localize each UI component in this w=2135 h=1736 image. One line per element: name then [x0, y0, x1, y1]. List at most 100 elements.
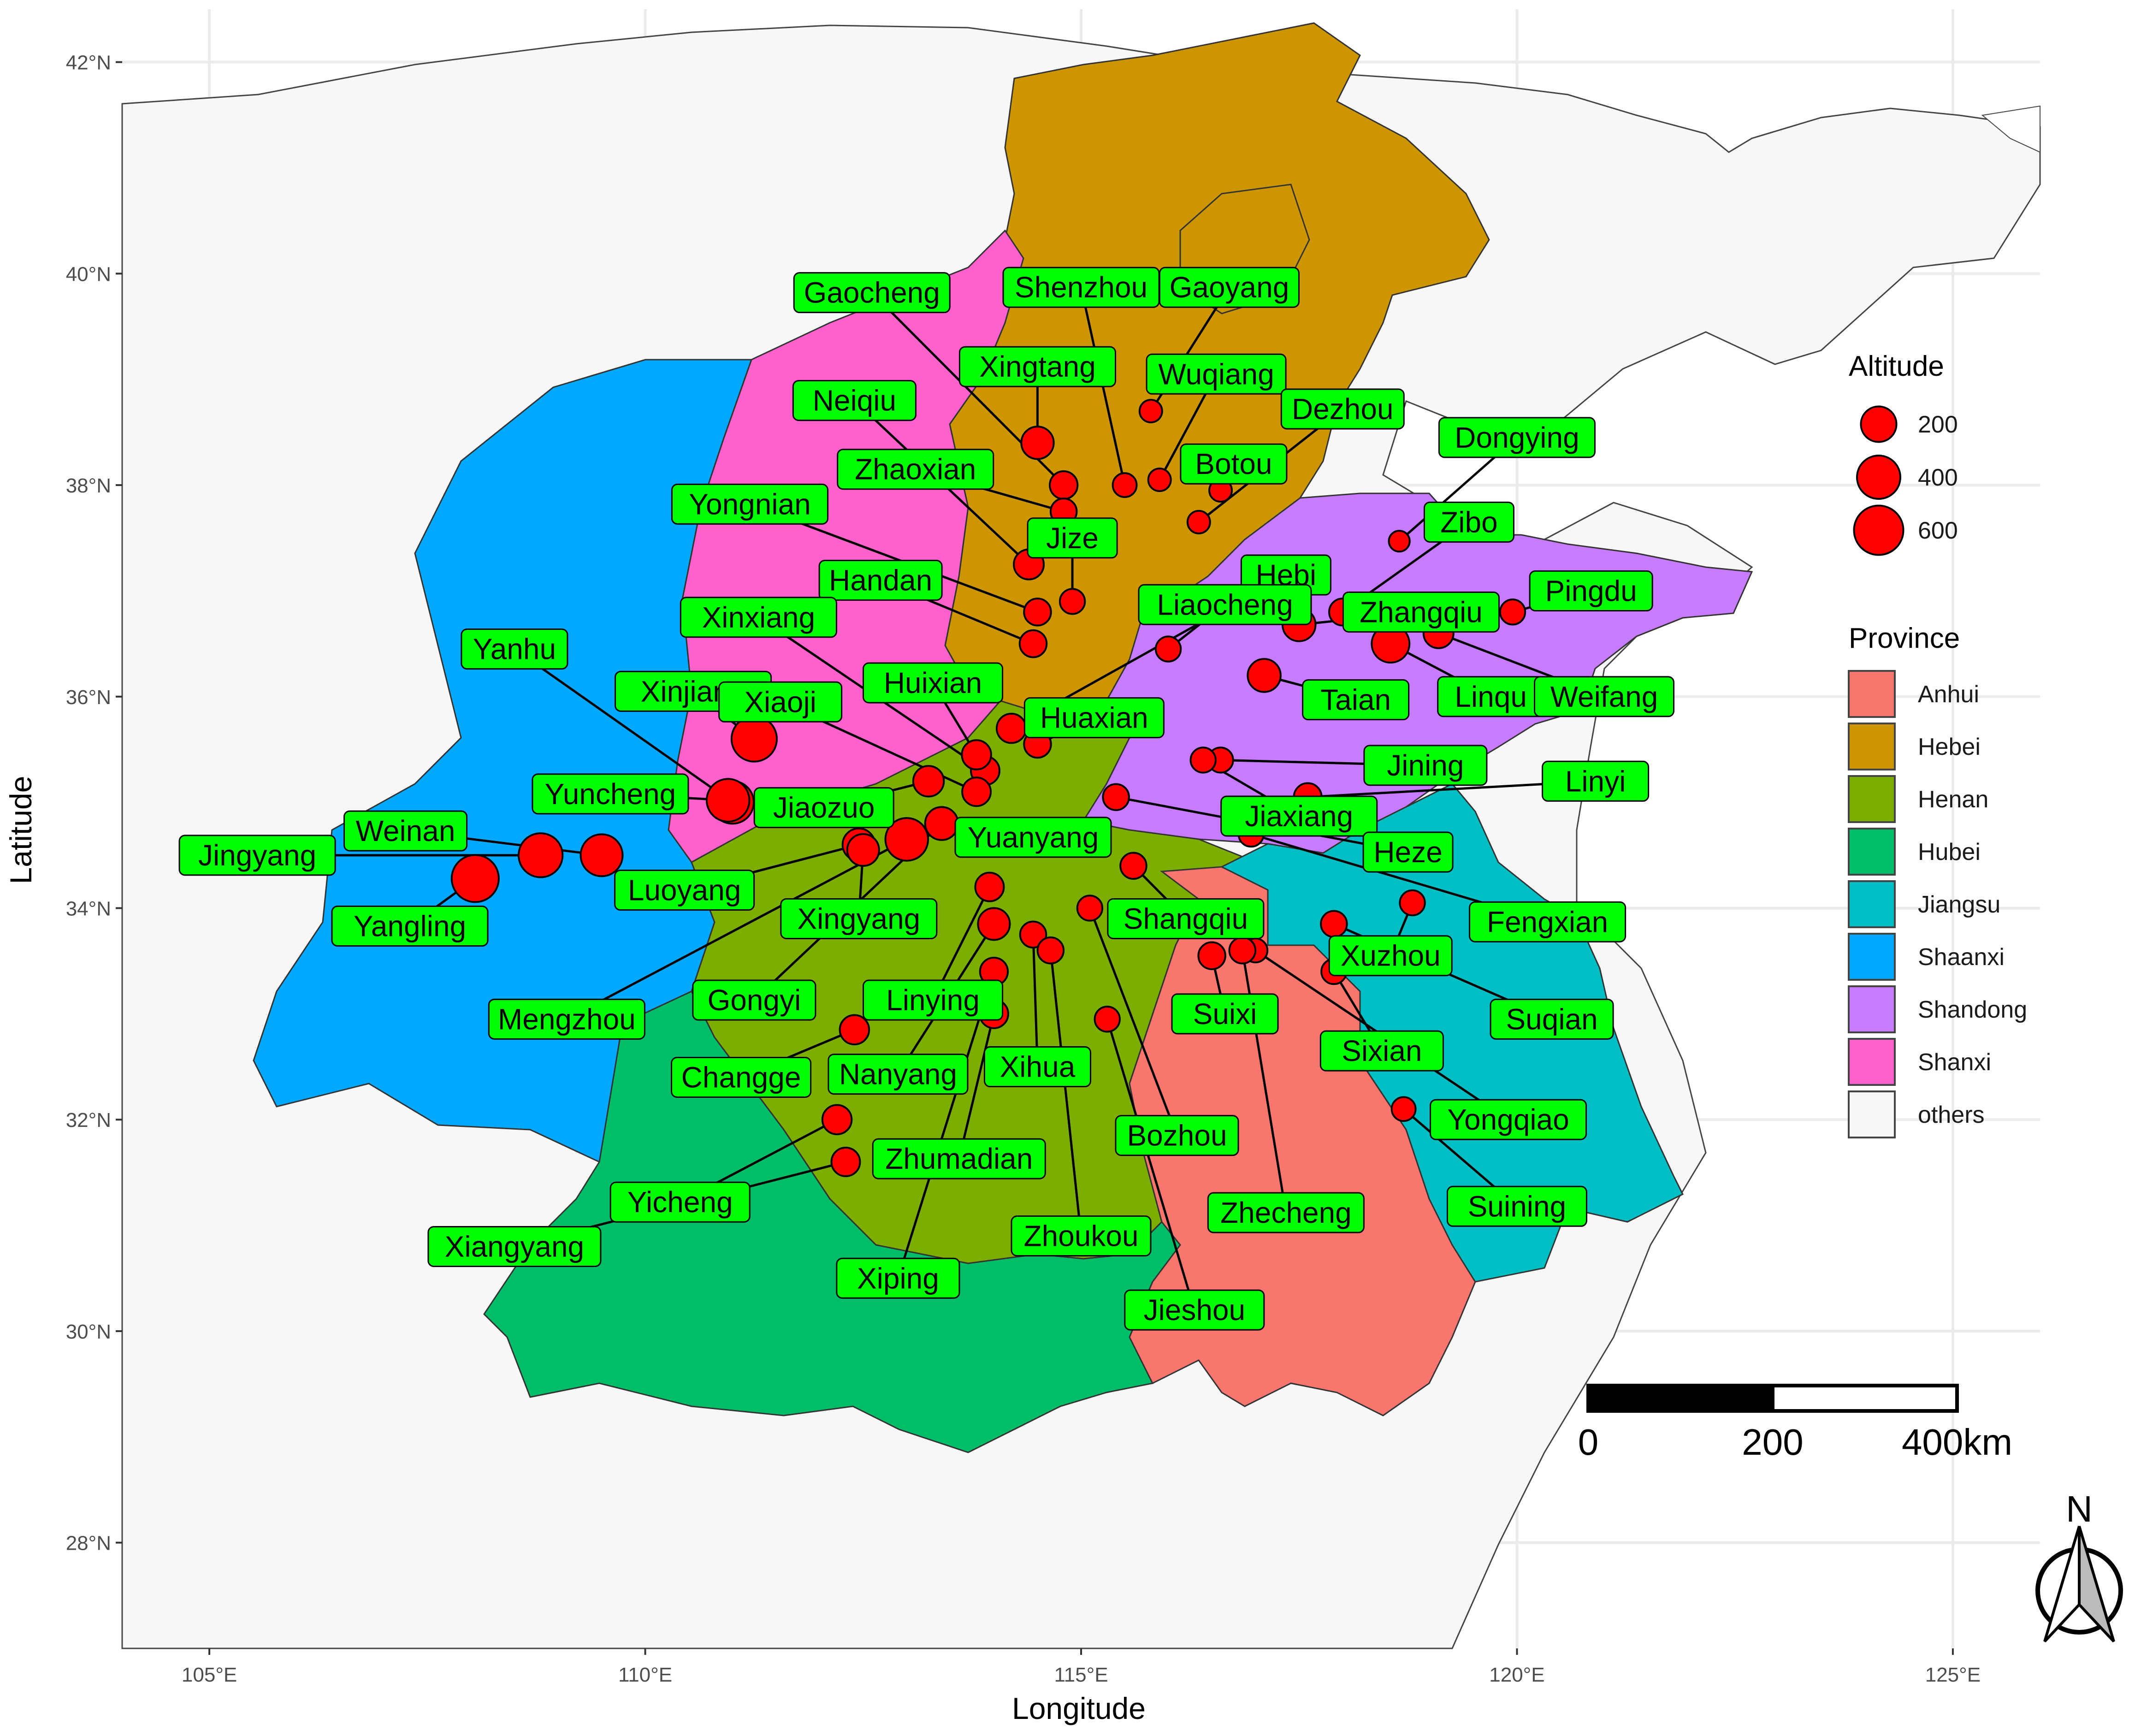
leader-line-zhoukou	[1049, 950, 1082, 1236]
city-label-luoyang: Luoyang	[614, 870, 755, 911]
province-key-label: others	[1918, 1102, 1985, 1128]
scale-label-0: 0	[1578, 1422, 1599, 1463]
city-label-box	[863, 979, 1004, 1021]
city-label-box	[671, 483, 828, 525]
legend-province-title: Province	[1849, 622, 1960, 654]
city-label-text: Yuncheng	[545, 777, 676, 811]
city-label-text: Wuqiang	[1158, 357, 1274, 391]
city-label-text: Gaoyang	[1170, 271, 1289, 304]
city-point-zhoukou	[1036, 936, 1065, 965]
city-label-box	[1180, 443, 1288, 485]
city-label-jiaxiang: Jiaxiang	[1220, 795, 1378, 837]
city-label-box	[1490, 998, 1614, 1040]
city-label-yangling: Yangling	[331, 906, 489, 947]
city-label-neiqiu: Neiqiu	[792, 380, 917, 421]
city-label-box	[331, 906, 489, 947]
city-label-box	[1430, 1099, 1587, 1140]
city-label-box	[863, 662, 1004, 704]
city-label-text: Jingyang	[198, 839, 316, 872]
altitude-key-600	[1853, 504, 1904, 556]
leader-line-xihua	[1032, 934, 1039, 1067]
city-point-yicheng	[821, 1104, 853, 1135]
city-label-text: Yangling	[354, 910, 466, 943]
city-label-box	[1363, 745, 1488, 786]
scale-bar: 0 200 400km	[1578, 1384, 2012, 1463]
province-key-swatch-shanxi	[1848, 1038, 1896, 1086]
city-label-box	[461, 628, 568, 670]
city-label-text: Jize	[1046, 521, 1099, 555]
city-label-box	[1027, 517, 1118, 559]
city-label-box	[614, 870, 755, 911]
city-label-text: Xinxiang	[702, 601, 816, 634]
city-point-xuzhou	[1399, 889, 1426, 917]
island-left	[1981, 105, 2040, 153]
scale-label-400: 400km	[1902, 1422, 2012, 1463]
city-label-text: Dongying	[1455, 421, 1579, 454]
city-point-zhecheng	[1228, 936, 1257, 965]
city-label-text: Zhumadian	[885, 1142, 1033, 1175]
y-tick-label: 40°N	[66, 263, 111, 285]
city-label-box	[343, 810, 468, 852]
city-label-box	[954, 817, 1112, 858]
city-label-box	[1446, 1185, 1587, 1227]
scale-label-200: 200	[1742, 1422, 1803, 1463]
scale-bar-white	[1771, 1384, 1959, 1413]
city-point-yangling	[450, 854, 500, 903]
city-label-zhangqiu: Zhangqiu	[1342, 591, 1500, 633]
altitude-key-200	[1860, 405, 1898, 443]
city-label-suqian: Suqian	[1490, 998, 1614, 1040]
province-key-swatch-shandong	[1848, 985, 1896, 1033]
province-key-label: Anhui	[1918, 681, 1979, 708]
city-label-text: Jieshou	[1144, 1293, 1246, 1327]
city-label-box	[1302, 679, 1410, 721]
city-label-heze: Heze	[1362, 831, 1454, 873]
province-key-label: Jiangsu	[1918, 891, 2000, 918]
city-label-box	[983, 1046, 1091, 1088]
city-point-linying	[974, 871, 1005, 902]
province-key-swatch-hebei	[1848, 723, 1896, 770]
city-label-text: Neiqiu	[813, 384, 896, 417]
city-label-box	[1146, 353, 1287, 395]
city-label-box	[1159, 267, 1300, 308]
city-label-wuqiang: Wuqiang	[1146, 353, 1287, 395]
city-point-jieshou	[1094, 1006, 1121, 1033]
city-point-wuqiang	[1147, 468, 1172, 492]
city-point-heze	[1102, 783, 1130, 811]
city-label-box	[1342, 591, 1500, 633]
city-point-suining	[1390, 1096, 1417, 1122]
city-label-pingdu: Pingdu	[1529, 570, 1653, 611]
city-label-text: Suining	[1468, 1190, 1567, 1223]
city-point-suqian	[1320, 910, 1348, 938]
altitude-key-label: 600	[1918, 517, 1958, 544]
city-label-box	[427, 1226, 602, 1267]
province-key-label: Hebei	[1918, 734, 1981, 760]
city-point-shangqiu	[1119, 852, 1147, 880]
city-label-text: Handan	[829, 564, 932, 597]
city-label-text: Dezhou	[1292, 392, 1394, 426]
city-label-box	[609, 1181, 751, 1223]
city-label-box	[671, 1056, 812, 1098]
y-axis-title: Latitude	[4, 776, 38, 884]
city-label-box	[793, 272, 951, 314]
city-point-dezhou	[1186, 510, 1211, 534]
city-label-text: Yicheng	[627, 1185, 733, 1219]
city-label-text: Shangqiu	[1124, 902, 1248, 935]
city-label-box	[836, 1257, 960, 1299]
city-label-shenzhou: Shenzhou	[1002, 267, 1160, 308]
city-label-xingyang: Xingyang	[780, 898, 938, 939]
city-label-text: Gongyi	[708, 984, 801, 1017]
city-label-box	[872, 1138, 1046, 1179]
city-point-yuncheng	[705, 778, 751, 823]
city-label-linqu: Linqu	[1437, 676, 1545, 717]
city-label-linying: Linying	[863, 979, 1004, 1021]
city-label-dongying: Dongying	[1438, 417, 1596, 458]
city-label-linyi: Linyi	[1542, 760, 1650, 802]
city-label-text: Heze	[1373, 835, 1442, 869]
city-label-text: Linyi	[1565, 764, 1626, 798]
leader-line-yanhu	[514, 648, 733, 804]
city-label-text: Yuanyang	[968, 821, 1099, 854]
city-label-nanyang: Nanyang	[828, 1054, 969, 1095]
city-label-box	[792, 380, 917, 421]
altitude-legend: 200 400 600	[1853, 405, 1958, 556]
city-label-text: Jiaxiang	[1245, 800, 1353, 833]
